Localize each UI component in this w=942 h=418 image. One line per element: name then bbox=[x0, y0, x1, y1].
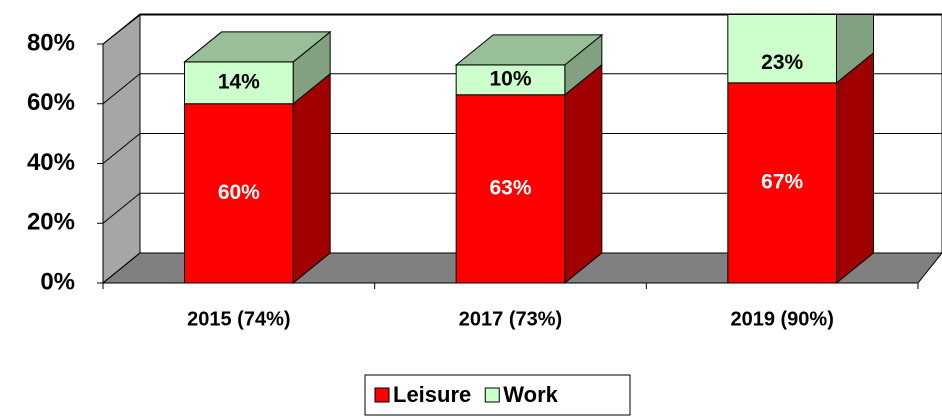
y-tick-label: 60% bbox=[27, 89, 75, 116]
bars bbox=[183, 0, 874, 285]
grid-line bbox=[102, 73, 141, 105]
bar bbox=[184, 72, 331, 285]
bar-side bbox=[292, 72, 331, 285]
bar-side bbox=[564, 63, 603, 285]
bar-front bbox=[455, 64, 566, 96]
labels: 0% 20% 40% 60% 80% 2015 (74%) 60% 14% 2017 (73%)… bbox=[27, 29, 834, 330]
bar-front bbox=[727, 15, 837, 84]
y-tick-label: 0% bbox=[40, 268, 75, 295]
bar-front bbox=[184, 103, 294, 284]
legend-label: Work bbox=[503, 382, 558, 407]
data-label: 63% bbox=[489, 176, 531, 199]
x-tick-label: 2017 (73%) bbox=[459, 308, 562, 330]
data-label: 14% bbox=[218, 70, 260, 93]
x-tick-label: 2019 (90%) bbox=[730, 308, 833, 330]
grid-line bbox=[102, 252, 141, 284]
grid-line bbox=[102, 133, 141, 164]
legend-swatch bbox=[374, 387, 390, 403]
y-tick-label: 40% bbox=[27, 149, 75, 176]
data-label: 67% bbox=[761, 170, 803, 193]
bar-top bbox=[728, 0, 874, 14]
y-tick-label: 80% bbox=[27, 29, 75, 56]
grid-line bbox=[102, 192, 141, 224]
bar bbox=[183, 30, 332, 105]
data-label: 10% bbox=[489, 67, 531, 90]
bar bbox=[727, 51, 874, 285]
bar-front bbox=[727, 82, 837, 284]
data-label: 23% bbox=[761, 51, 803, 74]
bar-side bbox=[836, 51, 874, 285]
bar bbox=[455, 63, 603, 285]
bar-front bbox=[455, 94, 566, 284]
y-tick-label: 20% bbox=[27, 209, 75, 236]
x-tick-label: 2015 (74%) bbox=[187, 308, 290, 330]
data-label: 60% bbox=[218, 181, 260, 204]
bar-top bbox=[183, 31, 332, 63]
grid-line bbox=[102, 13, 141, 45]
legend-label: Leisure bbox=[393, 382, 471, 407]
bar bbox=[727, 0, 874, 84]
legend-swatch bbox=[484, 387, 500, 403]
legend: Leisure Work bbox=[374, 382, 559, 407]
bar-top bbox=[454, 34, 604, 66]
bar bbox=[454, 33, 604, 96]
